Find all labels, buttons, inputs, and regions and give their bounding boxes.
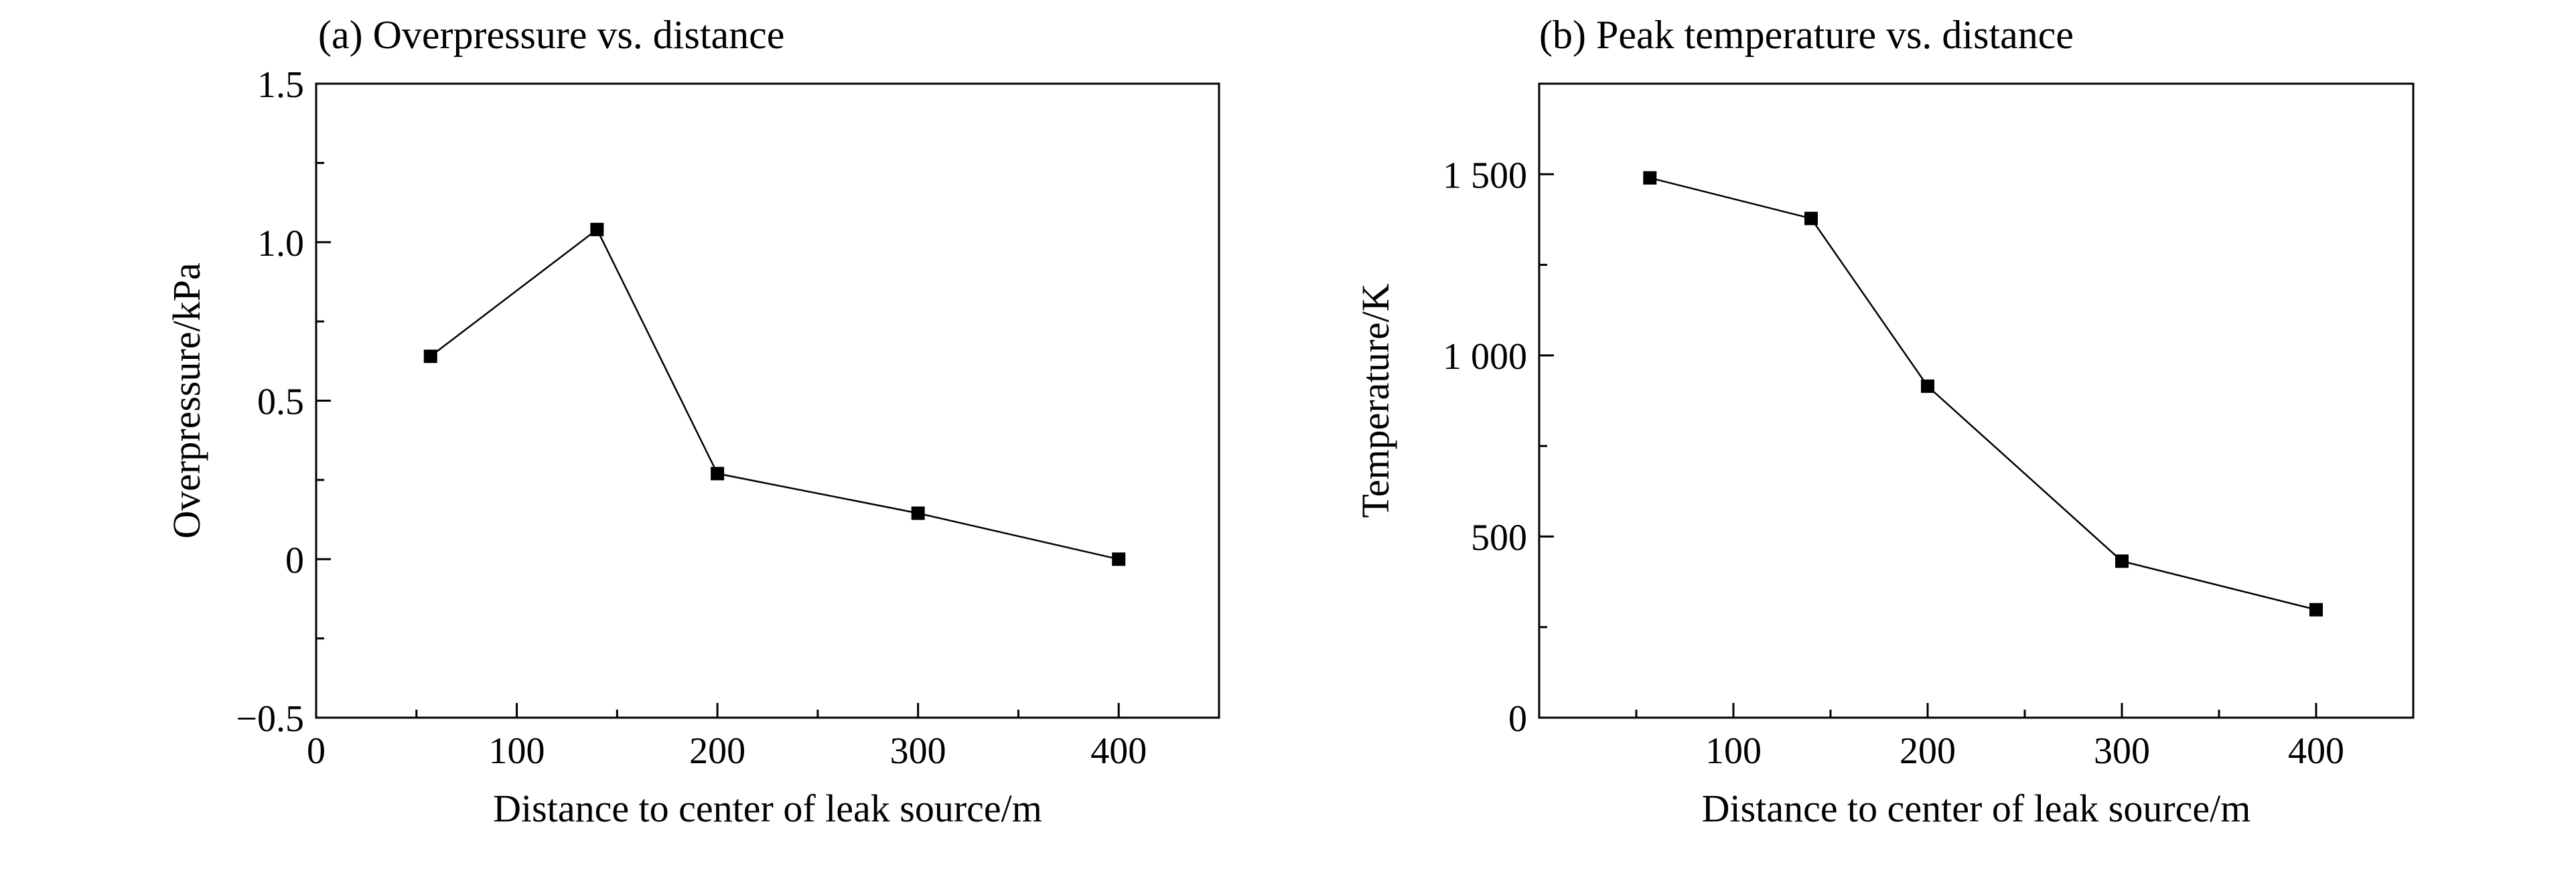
- chart-a: (a) Overpressure vs. distance 0 100 200 300 4…: [0, 0, 1288, 870]
- y-axis-label: Temperature/K: [1354, 283, 1397, 518]
- x-tick-label: 100: [1705, 730, 1762, 772]
- data-point: [423, 349, 437, 364]
- plot-frame: [315, 82, 1220, 719]
- chart-a-svg: (a) Overpressure vs. distance 0 100 200 300 4…: [165, 13, 1220, 830]
- x-tick-label: 300: [890, 730, 946, 772]
- chart-title: (a) Overpressure vs. distance: [318, 13, 784, 57]
- x-tick-label: 400: [1090, 730, 1147, 772]
- y-tick-label: 1 000: [1443, 336, 1527, 378]
- chart-b-svg: (b) Peak temperature vs. distance 100 200 3…: [1354, 13, 2415, 830]
- x-axis-label: Distance to center of leak source/m: [493, 787, 1042, 830]
- series-line: [1649, 177, 2317, 611]
- x-tick-label: 0: [307, 730, 326, 772]
- data-point: [590, 222, 604, 236]
- y-tick-label: 0: [285, 540, 304, 581]
- x-tick-label: 300: [2094, 730, 2150, 772]
- x-tick-label: 200: [689, 730, 745, 772]
- plot-frame: [1538, 82, 2415, 719]
- data-point: [2115, 554, 2129, 568]
- x-tick-label: 200: [1900, 730, 1956, 772]
- y-tick-label: 0.5: [257, 382, 304, 423]
- data-point: [2309, 603, 2323, 617]
- series-line: [429, 228, 1119, 560]
- y-axis-label: Overpressure/kPa: [165, 262, 208, 538]
- data-point: [711, 467, 725, 481]
- x-axis-label: Distance to center of leak source/m: [1702, 787, 2251, 830]
- x-tick-label: 100: [489, 730, 545, 772]
- y-tick-label: 1.5: [257, 64, 304, 106]
- y-tick-label: −0.5: [236, 698, 304, 740]
- x-tick-label: 400: [2288, 730, 2344, 772]
- chart-b: (b) Peak temperature vs. distance 100 200 3…: [1288, 0, 2576, 870]
- data-point: [1643, 171, 1657, 185]
- y-tick-label: 0: [1508, 698, 1527, 740]
- data-point: [911, 506, 925, 520]
- y-tick-label: 1.0: [257, 223, 304, 264]
- data-point: [1921, 379, 1934, 393]
- y-tick-label: 500: [1471, 517, 1527, 558]
- chart-title: (b) Peak temperature vs. distance: [1539, 13, 2074, 57]
- data-point: [1112, 552, 1126, 566]
- y-tick-label: 1 500: [1443, 155, 1527, 196]
- data-point: [1804, 212, 1818, 226]
